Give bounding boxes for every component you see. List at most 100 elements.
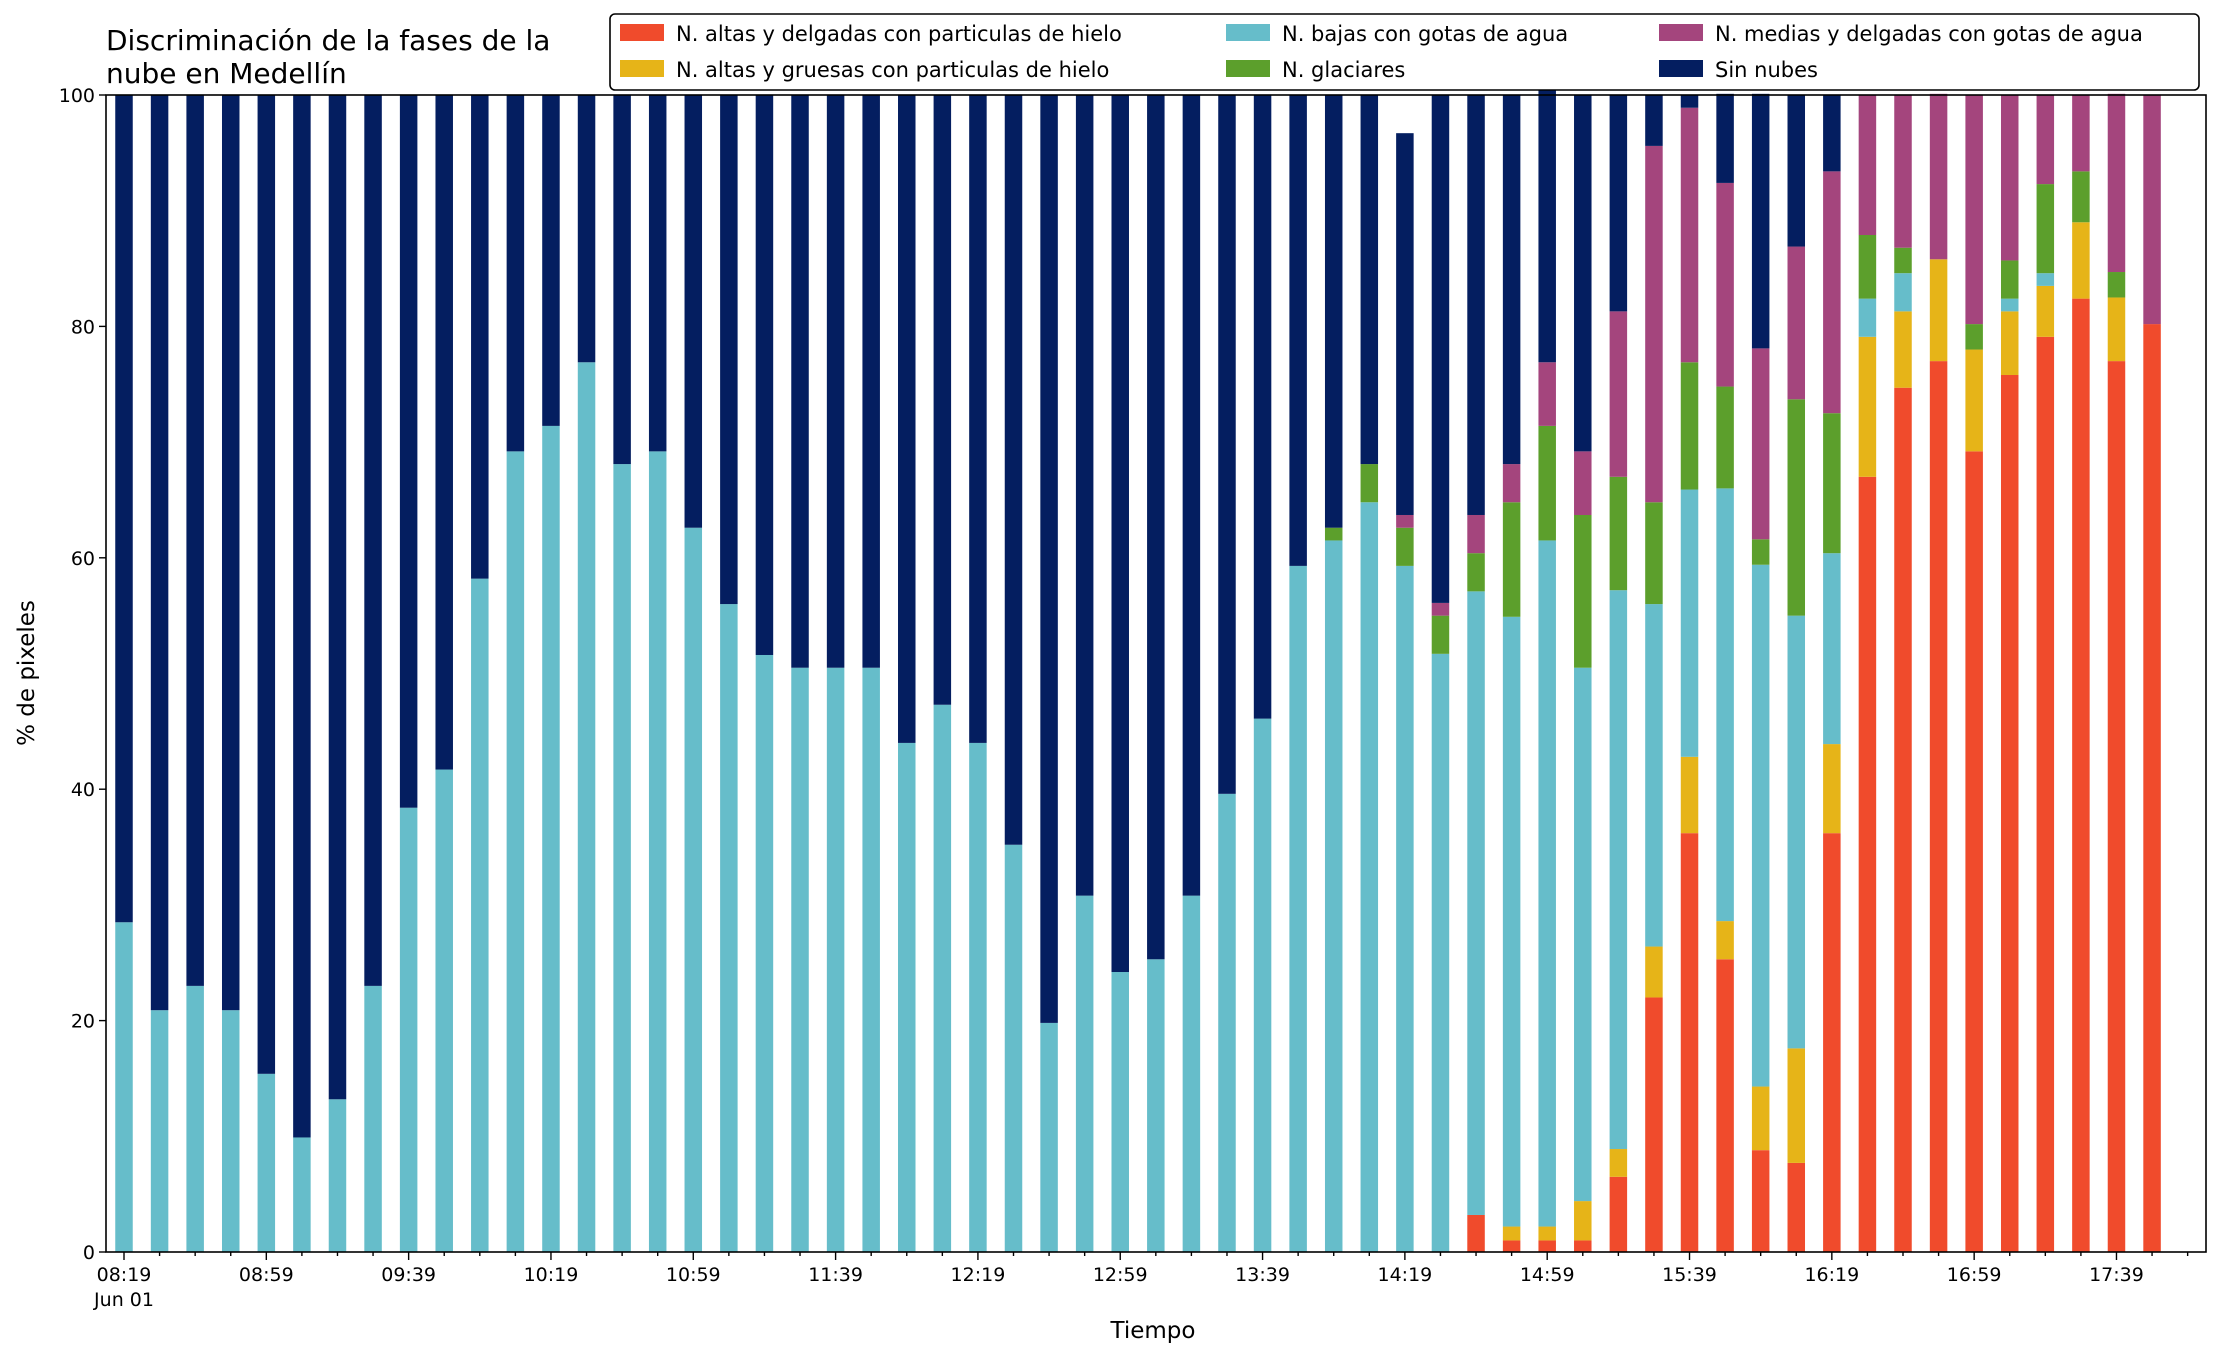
bar-segment-5-34 <box>1324 95 1343 528</box>
bar-segment-1-45 <box>1716 921 1734 960</box>
bar-segment-4-43 <box>1645 145 1663 503</box>
bar-segment-5-47 <box>1787 95 1806 247</box>
bar-segment-2-9 <box>435 769 453 1252</box>
bar-segment-5-29 <box>1147 95 1165 960</box>
bar-segment-5-23 <box>933 95 952 705</box>
bars-layer <box>115 83 2161 1253</box>
bar-segment-1-51 <box>1929 259 1948 362</box>
bar-segment-4-37 <box>1431 602 1450 616</box>
bar-segment-2-36 <box>1396 565 1414 1252</box>
legend-label-2: N. bajas con gotas de agua <box>1282 22 1568 46</box>
bar-segment-5-18 <box>755 95 774 655</box>
bar-segment-2-54 <box>2036 273 2055 286</box>
bar-segment-2-30 <box>1182 895 1201 1252</box>
bar-segment-5-12 <box>542 95 560 426</box>
bar-segment-2-53 <box>2000 298 2019 312</box>
y-axis-label: % de pixeles <box>14 600 40 746</box>
bar-segment-2-41 <box>1574 667 1592 1202</box>
bar-segment-4-52 <box>1965 95 1983 325</box>
bar-segment-0-53 <box>2000 374 2019 1252</box>
bar-segment-5-40 <box>1538 83 1556 363</box>
bar-segment-3-39 <box>1502 502 1521 617</box>
bar-segment-5-20 <box>826 95 845 668</box>
bar-segment-3-47 <box>1787 399 1806 616</box>
bar-segment-0-52 <box>1965 451 1983 1252</box>
x-tick-label-1: 08:59 <box>239 1264 294 1286</box>
bar-segment-3-45 <box>1716 386 1734 489</box>
bar-segment-2-47 <box>1787 615 1806 1049</box>
bar-segment-1-41 <box>1574 1201 1592 1241</box>
x-tick-label-6: 12:19 <box>951 1264 1006 1286</box>
bar-segment-3-36 <box>1396 527 1414 566</box>
bar-segment-0-57 <box>2143 324 2161 1253</box>
bar-segment-2-22 <box>898 742 916 1252</box>
bar-segment-0-55 <box>2072 298 2090 1252</box>
bar-segment-2-17 <box>720 604 738 1252</box>
bar-segment-5-3 <box>221 95 240 1011</box>
bar-segment-2-31 <box>1218 793 1236 1252</box>
bar-segment-1-43 <box>1645 946 1663 998</box>
bar-segment-5-10 <box>471 95 489 579</box>
bar-segment-2-14 <box>613 464 631 1253</box>
bar-segment-4-36 <box>1396 514 1414 528</box>
y-tick-label-3: 60 <box>71 548 95 570</box>
bar-segment-2-33 <box>1289 565 1307 1252</box>
legend-frame <box>609 13 2200 91</box>
y-tick-label-4: 80 <box>71 316 95 338</box>
bar-segment-3-38 <box>1467 553 1485 592</box>
legend-label-4: N. medias y delgadas con gotas de agua <box>1715 22 2143 46</box>
x-tick-label-0: 08:19 <box>97 1264 152 1286</box>
bar-segment-3-53 <box>2000 260 2019 299</box>
bar-segment-3-44 <box>1680 362 1699 490</box>
bar-segment-2-48 <box>1823 553 1841 745</box>
x-tick-label-5: 11:39 <box>808 1264 863 1286</box>
bar-segment-5-30 <box>1182 95 1201 896</box>
bar-segment-2-24 <box>969 742 987 1252</box>
bar-segment-5-14 <box>613 95 631 465</box>
bar-segment-3-50 <box>1894 247 1912 274</box>
bar-segment-5-41 <box>1574 95 1592 452</box>
bar-segment-0-40 <box>1538 1240 1556 1252</box>
bar-segment-2-27 <box>1075 895 1094 1252</box>
bar-segment-5-27 <box>1075 95 1094 896</box>
legend-swatch-0 <box>620 24 664 41</box>
bar-segment-4-44 <box>1680 107 1699 363</box>
bar-segment-2-43 <box>1645 604 1663 947</box>
bar-segment-0-42 <box>1609 1176 1628 1252</box>
bar-segment-2-39 <box>1502 616 1521 1227</box>
bar-segment-2-0 <box>115 922 133 1252</box>
bar-segment-5-45 <box>1716 93 1734 183</box>
bar-segment-5-5 <box>293 95 311 1138</box>
bar-segment-3-43 <box>1645 502 1663 605</box>
x-axis: 08:19 08:59 09:39 10:19 10:59 11:39 12:19 12:59… <box>93 1252 2189 1311</box>
legend-label-0: N. altas y delgadas con particulas de hi… <box>676 22 1122 46</box>
bar-segment-1-40 <box>1538 1226 1556 1241</box>
bar-segment-5-42 <box>1609 95 1628 312</box>
bar-segment-2-18 <box>755 654 774 1252</box>
bar-segment-2-49 <box>1858 298 1877 337</box>
bar-segment-2-11 <box>506 451 525 1252</box>
bar-segment-5-39 <box>1502 95 1521 465</box>
bar-segment-2-28 <box>1111 972 1129 1252</box>
bar-segment-2-50 <box>1894 273 1912 312</box>
bar-segment-1-42 <box>1609 1149 1628 1177</box>
bar-segment-5-0 <box>115 95 133 923</box>
bar-segment-1-46 <box>1751 1086 1770 1151</box>
bar-segment-4-56 <box>2107 93 2126 273</box>
bar-segment-2-35 <box>1360 502 1379 1252</box>
bar-segment-4-40 <box>1538 362 1556 426</box>
bar-segment-4-50 <box>1894 95 1912 248</box>
bar-segment-4-42 <box>1609 311 1628 477</box>
bar-segment-1-54 <box>2036 285 2055 337</box>
x-tick-label-10: 14:59 <box>1520 1264 1575 1286</box>
bar-segment-3-48 <box>1823 413 1841 554</box>
legend-label-1: N. altas y gruesas con particulas de hie… <box>676 58 1109 82</box>
bar-segment-3-35 <box>1360 464 1379 503</box>
bar-segment-2-46 <box>1751 564 1770 1087</box>
bar-segment-2-5 <box>293 1137 311 1252</box>
bar-segment-4-54 <box>2036 95 2055 185</box>
chart-title-line-1: Discriminación de la fases de la <box>106 24 550 57</box>
bar-segment-3-46 <box>1751 539 1770 565</box>
bar-segment-3-37 <box>1431 615 1450 654</box>
